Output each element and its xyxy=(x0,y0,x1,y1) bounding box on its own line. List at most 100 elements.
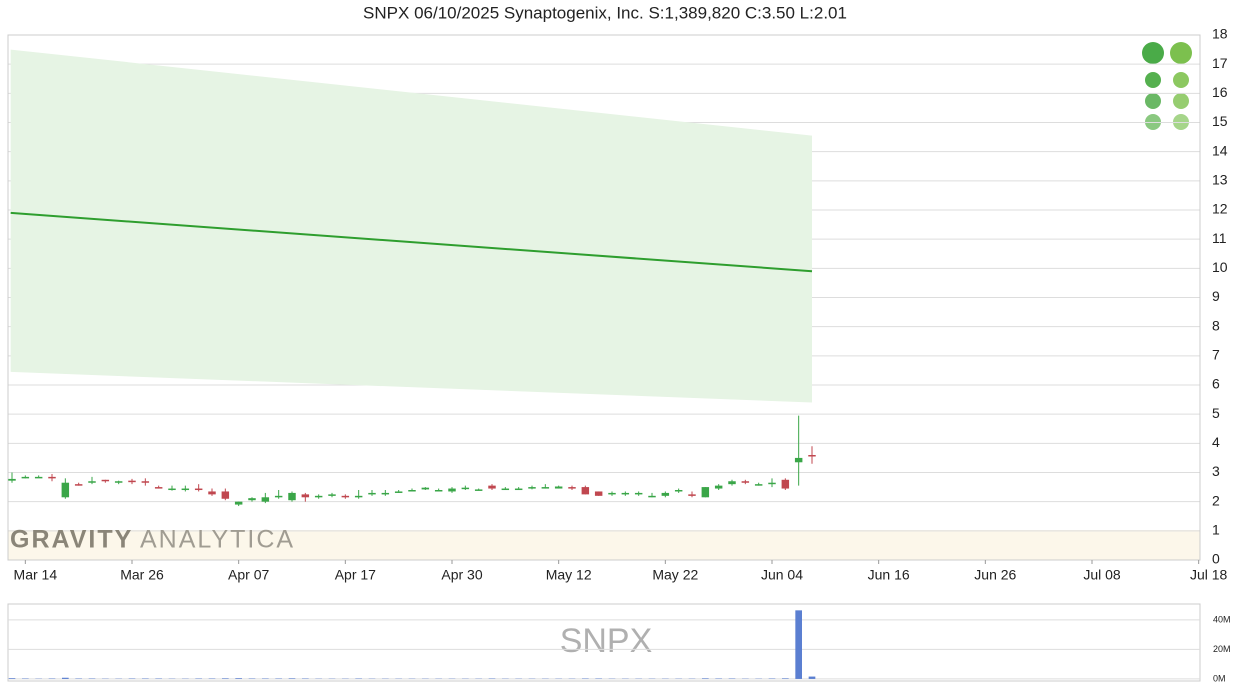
candle-body xyxy=(781,479,790,489)
candle-body xyxy=(168,488,176,491)
y-tick-label: 12 xyxy=(1212,201,1228,217)
y-tick-label: 15 xyxy=(1212,113,1228,129)
candle-body xyxy=(381,492,390,495)
candle-body xyxy=(208,491,216,495)
x-tick-label: Jul 08 xyxy=(1083,567,1121,583)
watermark: GRAVITY xyxy=(10,526,133,554)
candle-body xyxy=(61,482,70,498)
candle-body xyxy=(128,480,136,483)
x-tick-label: Mar 14 xyxy=(14,567,58,583)
candle-body xyxy=(354,495,363,498)
y-tick-label: 16 xyxy=(1212,84,1228,100)
candle-body xyxy=(808,455,816,457)
plot-frame xyxy=(7,34,1201,561)
y-tick-label: 3 xyxy=(1212,463,1220,479)
candle-body xyxy=(368,492,376,495)
y-tick-label: 9 xyxy=(1212,288,1220,304)
candle-body xyxy=(554,486,563,489)
candle-body xyxy=(101,479,110,482)
x-tick-label: May 12 xyxy=(546,567,592,583)
candle-body xyxy=(528,487,536,489)
candle-body xyxy=(114,481,123,483)
candle-body xyxy=(34,476,43,479)
y-tick-label: 5 xyxy=(1212,405,1220,421)
candle-body xyxy=(568,487,576,489)
candle-body xyxy=(74,484,83,486)
y-tick-label: 13 xyxy=(1212,172,1228,188)
y-tick-label: 6 xyxy=(1212,376,1220,392)
candle-body xyxy=(394,491,403,493)
candle-body xyxy=(181,488,190,491)
y-tick-label: 7 xyxy=(1212,347,1220,363)
volume-bar xyxy=(235,678,242,679)
candle-body xyxy=(608,492,616,495)
candle-body xyxy=(341,495,350,498)
volume-bar xyxy=(62,677,69,679)
candle-body xyxy=(434,490,443,492)
volume-bar xyxy=(222,678,229,679)
candle-body xyxy=(248,498,256,501)
y-tick-label: 20M xyxy=(1213,644,1231,654)
x-tick-label: Jun 16 xyxy=(868,567,910,583)
candle-body xyxy=(688,494,696,496)
y-tick-label: 0 xyxy=(1212,551,1220,567)
candle-body xyxy=(461,487,470,490)
candle-body xyxy=(421,487,430,490)
x-tick-label: Apr 17 xyxy=(335,567,376,583)
x-tick-label: Mar 26 xyxy=(120,567,164,583)
candle-body xyxy=(154,487,163,489)
candle-body xyxy=(314,495,323,498)
candle-body xyxy=(48,476,56,479)
candle-body xyxy=(474,489,483,491)
candle-body xyxy=(194,488,203,491)
candle-body xyxy=(714,485,723,489)
candle-body xyxy=(768,482,776,485)
candle-body xyxy=(728,481,736,485)
y-tick-label: 11 xyxy=(1212,230,1227,246)
candle-body xyxy=(408,490,416,492)
x-tick-label: Jun 26 xyxy=(974,567,1016,583)
candle-body xyxy=(581,487,590,495)
signal-dots xyxy=(1142,42,1192,130)
y-tick-label: 1 xyxy=(1212,522,1220,538)
y-tick-label: 8 xyxy=(1212,317,1220,333)
watermark-band xyxy=(8,530,1200,560)
candle-body xyxy=(754,484,763,486)
y-tick-label: 14 xyxy=(1212,142,1228,158)
volume-bar xyxy=(8,678,16,679)
y-tick-label: 4 xyxy=(1212,434,1220,450)
candle-body xyxy=(501,488,510,491)
volume-frame xyxy=(7,603,1201,682)
candle-body xyxy=(488,485,496,489)
y-tick-label: 10 xyxy=(1212,259,1228,275)
candle-body xyxy=(594,491,603,496)
candle-body xyxy=(88,481,96,483)
candle-body xyxy=(674,490,683,492)
volume-bar xyxy=(288,678,296,679)
volume-watermark: SNPX xyxy=(560,622,653,660)
candle-body xyxy=(301,494,310,498)
trend-line xyxy=(10,211,813,273)
candle-body xyxy=(21,476,30,479)
candle-body xyxy=(234,501,243,505)
candle-body xyxy=(328,494,336,496)
candle-body xyxy=(634,492,643,495)
y-tick-label: 2 xyxy=(1212,492,1220,508)
y-tick-label: 17 xyxy=(1212,55,1228,71)
x-tick-label: Apr 07 xyxy=(228,567,269,583)
candle-body xyxy=(8,478,16,481)
candle-body xyxy=(621,492,630,495)
y-tick-label: 18 xyxy=(1212,26,1228,42)
volume-bar xyxy=(808,676,816,679)
candle-body xyxy=(261,497,270,502)
candle-body xyxy=(794,457,803,463)
candle-body xyxy=(741,481,750,483)
candle-body xyxy=(541,487,550,489)
channel-band xyxy=(10,49,812,403)
x-tick-label: Apr 30 xyxy=(441,567,482,583)
chart-title: SNPX 06/10/2025 Synaptogenix, Inc. S:1,3… xyxy=(363,3,847,22)
candle-body xyxy=(274,495,283,498)
y-tick-label: 0M xyxy=(1213,673,1226,683)
candle-body xyxy=(448,488,456,492)
